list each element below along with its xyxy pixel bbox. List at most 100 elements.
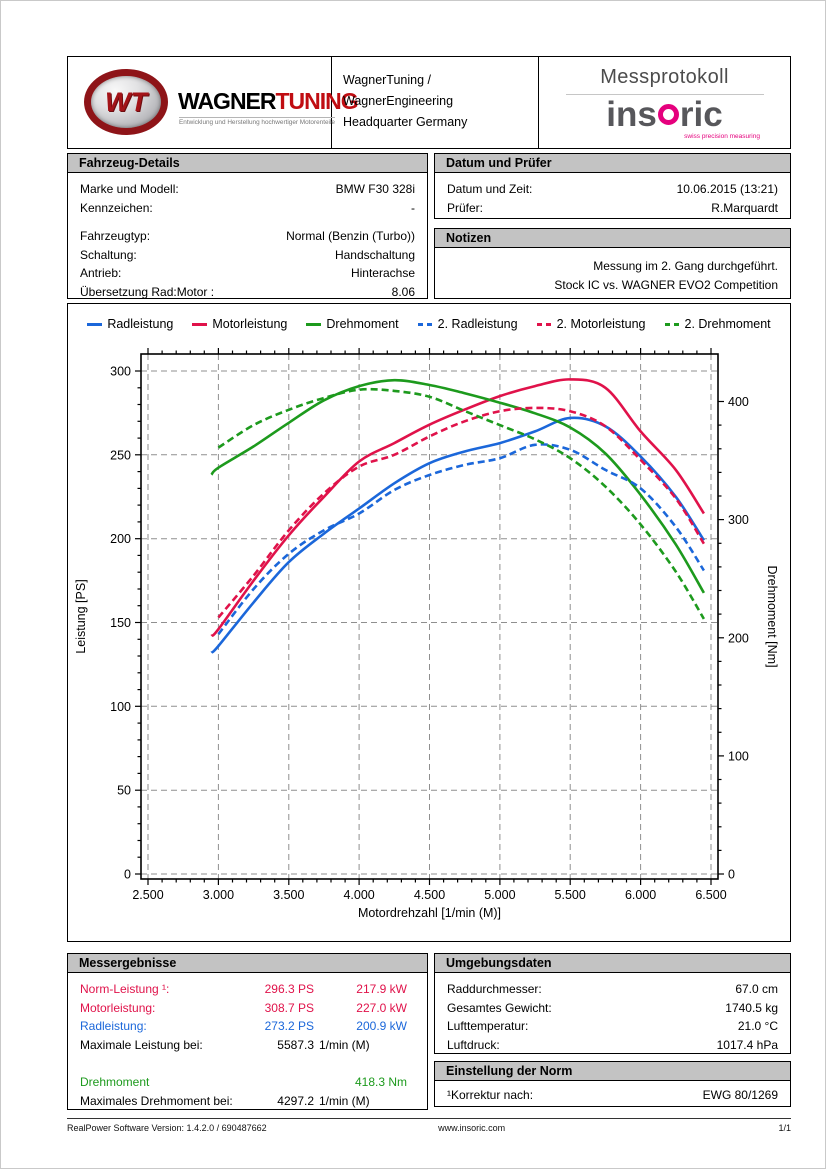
- series-2-motorleistung: [217, 406, 706, 619]
- wagner-monogram: WT: [105, 86, 147, 117]
- row-value: 8.06: [391, 284, 415, 299]
- result-kw-value: 227.0 kW: [356, 1000, 407, 1015]
- environment-body: Raddurchmesser: 67.0 cm Gesamtes Gewicht: 1…: [435, 973, 790, 1054]
- wagner-logo: WT WAGNERTUNING Entwicklung und Herstell…: [68, 57, 359, 148]
- svg-text:100: 100: [110, 700, 131, 714]
- legend-item: Motorleistung: [192, 317, 287, 331]
- svg-text:200: 200: [728, 631, 749, 645]
- norm-setting-table: Einstellung der Norm ¹Korrektur nach: EWG…: [434, 1061, 791, 1107]
- notes-body: Messung im 2. Gang durchgeführt. Stock IC…: [435, 248, 790, 294]
- result-label: Motorleistung:: [80, 1000, 156, 1015]
- svg-text:0: 0: [728, 868, 735, 882]
- svg-text:6.000: 6.000: [625, 888, 656, 902]
- row-label: Datum und Zeit:: [447, 182, 533, 196]
- result-unit: 1/min (M): [319, 1037, 370, 1052]
- result-number: 4297.2: [277, 1093, 314, 1108]
- row-value: 67.0 cm: [735, 982, 778, 996]
- series-motorleistung: [210, 378, 705, 638]
- location-line: Headquarter Germany: [343, 115, 468, 129]
- environment-header: Umgebungsdaten: [435, 954, 790, 973]
- legend-label: Motorleistung: [212, 317, 288, 331]
- result-ps-value: 296.3 PS: [264, 982, 314, 996]
- row-label: Kennzeichen:: [80, 200, 153, 215]
- result-label: Maximale Leistung bei:: [80, 1037, 203, 1052]
- chart-legend: Radleistung Motorleistung Drehmoment 2. Rad…: [68, 317, 790, 331]
- vehicle-details-body: Marke und Modell: BMW F30 328i Kennzeichen…: [68, 173, 427, 301]
- y-left-axis-label: Leistung [PS]: [74, 579, 88, 653]
- row-value: EWG 80/1269: [702, 1088, 778, 1102]
- table-row: Antrieb: Hinterachse: [68, 264, 427, 283]
- row-value: 10.06.2015 (13:21): [676, 182, 778, 196]
- legend-label: 2. Motorleistung: [556, 317, 646, 331]
- footer-page-number: 1/1: [778, 1123, 791, 1133]
- dyno-chart: 2.500 3.000 3.500 4.000 4.500 5.000 5.500 6.000…: [74, 348, 779, 920]
- insoric-logo: ins ric: [539, 97, 790, 132]
- svg-text:6.500: 6.500: [695, 888, 726, 902]
- result-row: Maximale Leistung bei: 5587.3 1/min (M): [68, 1036, 427, 1055]
- svg-text:150: 150: [110, 616, 131, 630]
- note-line: Messung im 2. Gang durchgeführt.: [593, 259, 778, 273]
- row-label: Lufttemperatur:: [447, 1019, 529, 1033]
- header-address: WagnerTuning / WagnerEngineering Headqua…: [332, 57, 539, 148]
- notes-header: Notizen: [435, 229, 790, 248]
- results-body: Norm-Leistung ¹: 296.3 PS 217.9 kW Motorlei…: [68, 973, 427, 1110]
- legend-dashed-line-icon: [664, 322, 680, 326]
- table-row: Marke und Modell: BMW F30 328i: [68, 180, 427, 199]
- svg-text:300: 300: [728, 513, 749, 527]
- result-label: Maximales Drehmoment bei:: [80, 1093, 233, 1108]
- svg-text:400: 400: [728, 395, 749, 409]
- result-ps-value: 308.7 PS: [264, 1000, 314, 1015]
- row-spacer: [68, 1054, 427, 1073]
- company-line: WagnerTuning / WagnerEngineering: [343, 73, 454, 108]
- table-row: ¹Korrektur nach: EWG 80/1269: [435, 1086, 790, 1105]
- row-value: -: [411, 200, 415, 215]
- row-value: R.Marquardt: [711, 200, 778, 215]
- row-value: Hinterachse: [350, 266, 415, 280]
- dyno-chart-box: 2.500 3.000 3.500 4.000 4.500 5.000 5.500 6.000…: [67, 303, 791, 942]
- note-line: Stock IC vs. WAGNER EVO2 Competition: [554, 277, 778, 292]
- svg-text:3.000: 3.000: [203, 888, 234, 902]
- date-inspector-table: Datum und Prüfer Datum und Zeit: 10.06.20…: [434, 153, 791, 219]
- insoric-text-post: ric: [679, 95, 723, 134]
- table-row: Kennzeichen: -: [68, 199, 427, 218]
- svg-text:200: 200: [110, 532, 131, 546]
- svg-text:4.000: 4.000: [343, 888, 374, 902]
- row-label: ¹Korrektur nach:: [447, 1088, 534, 1102]
- legend-line-icon: [306, 322, 322, 326]
- results-header: Messergebnisse: [68, 954, 427, 973]
- result-number: 5587.3: [277, 1037, 314, 1052]
- row-label: Fahrzeugtyp:: [80, 229, 151, 243]
- result-label: Drehmoment: [80, 1074, 150, 1089]
- result-unit: 1/min (M): [319, 1093, 370, 1108]
- row-label: Marke und Modell:: [80, 182, 179, 196]
- legend-item: 2. Radleistung: [417, 317, 518, 331]
- legend-dashed-line-icon: [536, 322, 552, 326]
- footer: RealPower Software Version: 1.4.2.0 / 69…: [67, 1123, 791, 1133]
- svg-text:50: 50: [117, 784, 131, 798]
- row-value: 21.0 °C: [737, 1019, 778, 1033]
- result-ps-value: [250, 1073, 314, 1092]
- protocol-title: Messprotokoll: [600, 66, 729, 88]
- svg-text:0: 0: [124, 868, 131, 882]
- row-spacer: [68, 217, 427, 227]
- table-row: Lufttemperatur: 21.0 °C: [435, 1017, 790, 1036]
- divider: [565, 94, 764, 95]
- legend-item: 2. Drehmoment: [664, 317, 771, 331]
- svg-text:300: 300: [110, 365, 131, 379]
- row-value: BMW F30 328i: [335, 182, 415, 196]
- wagner-brand: WAGNERTUNING: [178, 88, 359, 115]
- result-row: Norm-Leistung ¹: 296.3 PS 217.9 kW: [68, 980, 427, 999]
- result-label: Radleistung:: [80, 1019, 147, 1034]
- legend-label: 2. Drehmoment: [684, 317, 771, 331]
- legend-line-icon: [192, 322, 208, 326]
- result-kw-value: 217.9 kW: [356, 982, 407, 996]
- legend-label: Radleistung: [107, 317, 174, 331]
- svg-text:2.500: 2.500: [132, 888, 163, 902]
- svg-text:4.500: 4.500: [414, 888, 445, 902]
- row-label: Raddurchmesser:: [447, 982, 542, 996]
- table-row: Schaltung: Handschaltung: [68, 246, 427, 265]
- svg-text:5.000: 5.000: [484, 888, 515, 902]
- insoric-text-pre: ins: [606, 95, 657, 134]
- row-value: Handschaltung: [334, 247, 415, 262]
- row-label: Luftdruck:: [447, 1037, 500, 1052]
